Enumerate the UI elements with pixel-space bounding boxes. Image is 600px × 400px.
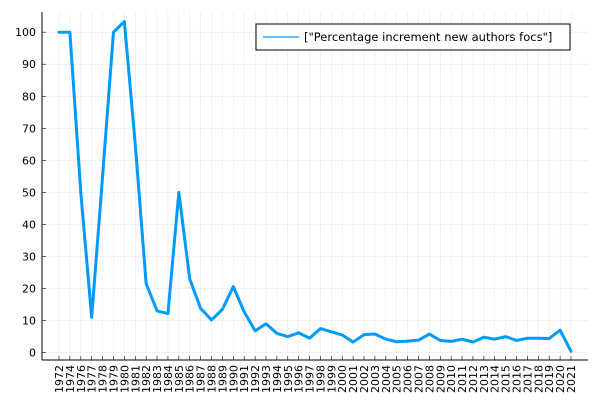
x-tick-label: 1989	[216, 365, 229, 393]
legend-label: ["Percentage increment new authors focs"…	[304, 30, 552, 44]
x-tick-label: 2009	[434, 365, 447, 393]
y-tick-label: 40	[22, 218, 36, 231]
x-tick-label: 1974	[64, 365, 77, 393]
x-tick-label: 2021	[565, 365, 578, 393]
x-tick-label: 1978	[97, 365, 110, 393]
x-tick-label: 1988	[206, 365, 219, 393]
y-tick-label: 60	[22, 154, 36, 167]
x-tick-label: 1999	[325, 365, 338, 393]
x-tick-label: 1991	[238, 365, 251, 393]
x-tick-label: 1997	[304, 365, 317, 393]
x-tick-label: 2016	[511, 365, 524, 393]
x-tick-label: 2001	[347, 365, 360, 393]
x-tick-label: 1972	[53, 365, 66, 393]
y-tick-label: 100	[15, 26, 36, 39]
y-tick-label: 30	[22, 250, 36, 263]
y-axis-ticks: 0 10 20 30 40 50 60 70 80 90 100	[15, 26, 46, 360]
x-tick-label: 2004	[380, 365, 393, 393]
x-tick-label: 2000	[336, 365, 349, 393]
x-tick-label: 1995	[282, 365, 295, 393]
x-tick-label: 2014	[489, 365, 502, 393]
grid-lines	[42, 12, 588, 360]
x-tick-label: 2013	[478, 365, 491, 393]
x-tick-label: 2018	[532, 365, 545, 393]
x-tick-label: 1992	[249, 365, 262, 393]
axes	[41, 12, 588, 361]
series-line	[57, 20, 573, 353]
x-tick-label: 2002	[358, 365, 371, 393]
series-group	[57, 20, 573, 353]
legend: ["Percentage increment new authors focs"…	[255, 23, 571, 51]
x-tick-label: 1984	[162, 365, 175, 393]
x-tick-label: 2015	[500, 365, 513, 393]
y-tick-label: 20	[22, 283, 36, 296]
x-tick-label: 1981	[129, 365, 142, 393]
x-tick-label: 1994	[271, 365, 284, 393]
x-tick-label: 1987	[195, 365, 208, 393]
x-tick-label: 2007	[412, 365, 425, 393]
x-tick-label: 2012	[467, 365, 480, 393]
x-tick-label: 2008	[423, 365, 436, 393]
y-tick-label: 50	[22, 186, 36, 199]
x-tick-label: 1993	[260, 365, 273, 393]
x-tick-label: 1979	[107, 365, 120, 393]
x-tick-label: 2020	[554, 365, 567, 393]
x-tick-label: 1980	[118, 365, 131, 393]
y-tick-label: 0	[29, 347, 36, 360]
x-tick-label: 1990	[227, 365, 240, 393]
x-tick-label: 2003	[369, 365, 382, 393]
x-tick-label: 2011	[456, 365, 469, 393]
y-tick-label: 80	[22, 90, 36, 103]
x-tick-label: 1998	[314, 365, 327, 393]
x-tick-label: 2005	[391, 365, 404, 393]
x-axis-ticks: 1972197419761977197819791980198119821983…	[53, 356, 578, 393]
x-tick-label: 1986	[184, 365, 197, 393]
y-tick-label: 70	[22, 122, 36, 135]
x-tick-label: 1982	[140, 365, 153, 393]
x-tick-label: 1983	[151, 365, 164, 393]
x-tick-label: 1977	[86, 365, 99, 393]
y-tick-label: 90	[22, 58, 36, 71]
x-tick-label: 2010	[445, 365, 458, 393]
x-tick-label: 1976	[75, 365, 88, 393]
x-tick-label: 1996	[293, 365, 306, 393]
x-tick-label: 2006	[402, 365, 415, 393]
x-tick-label: 1985	[173, 365, 186, 393]
x-tick-label: 2017	[521, 365, 534, 393]
x-tick-label: 2019	[543, 365, 556, 393]
y-tick-label: 10	[22, 315, 36, 328]
legend-box	[255, 23, 571, 51]
